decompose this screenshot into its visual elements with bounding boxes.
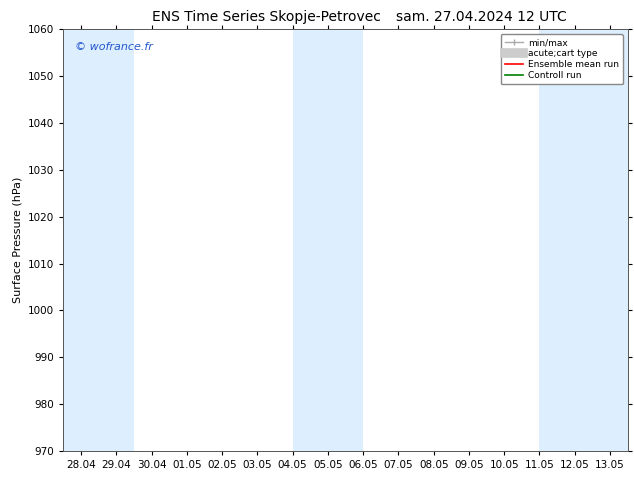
Text: © wofrance.fr: © wofrance.fr bbox=[75, 42, 153, 52]
Text: sam. 27.04.2024 12 UTC: sam. 27.04.2024 12 UTC bbox=[396, 10, 567, 24]
Bar bbox=[540, 29, 628, 451]
Text: ENS Time Series Skopje-Petrovec: ENS Time Series Skopje-Petrovec bbox=[152, 10, 381, 24]
Legend: min/max, acute;cart type, Ensemble mean run, Controll run: min/max, acute;cart type, Ensemble mean … bbox=[501, 34, 623, 84]
Y-axis label: Surface Pressure (hPa): Surface Pressure (hPa) bbox=[13, 177, 23, 303]
Bar bbox=[63, 29, 134, 451]
Bar bbox=[293, 29, 363, 451]
